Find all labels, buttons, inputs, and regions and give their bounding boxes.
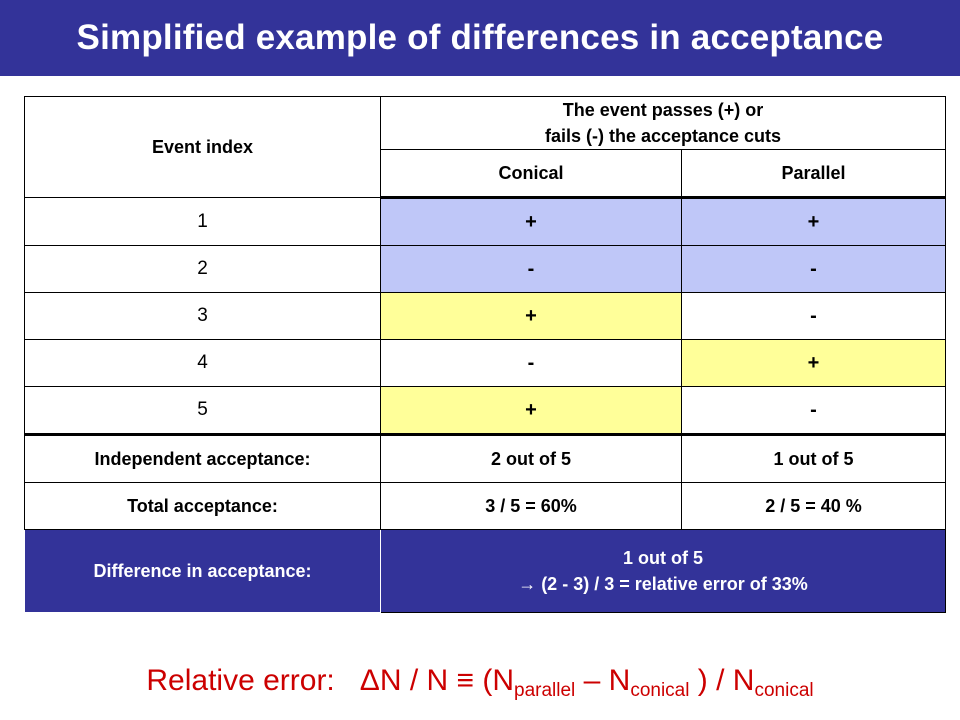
independent-parallel-value: 1 out of 5 — [680, 434, 947, 483]
table-row: 3 + - — [24, 292, 947, 340]
difference-line2: → (2 - 3) / 3 = relative error of 33% — [518, 574, 808, 594]
conical-cell: + — [380, 197, 682, 246]
independent-acceptance-row: Independent acceptance: 2 out of 5 1 out… — [24, 434, 947, 483]
event-index-cell: 5 — [24, 386, 381, 436]
conical-cell: - — [380, 245, 682, 293]
conical-cell: - — [380, 339, 682, 387]
formula-mid2: ) / N — [689, 664, 755, 697]
difference-row: Difference in acceptance: 1 out of 5 → (… — [24, 529, 947, 613]
independent-acceptance-label: Independent acceptance: — [24, 434, 381, 483]
acceptance-table: Event index The event passes (+) or fail… — [24, 96, 947, 613]
formula-sub-conical-1: conical — [630, 680, 690, 701]
page-title: Simplified example of differences in acc… — [76, 18, 884, 57]
table-row: 2 - - — [24, 245, 947, 293]
parallel-cell: - — [680, 386, 947, 436]
header-row-1: Event index The event passes (+) or fail… — [24, 96, 947, 198]
header-row-2: Conical Parallel — [25, 149, 947, 199]
event-index-cell: 2 — [24, 245, 381, 293]
title-bar: Simplified example of differences in acc… — [0, 0, 960, 76]
header-group-line2: fails (-) the acceptance cuts — [544, 126, 782, 146]
table-row: 1 + + — [24, 197, 947, 246]
formula-sub-parallel: parallel — [514, 680, 576, 701]
table-row: 4 - + — [24, 339, 947, 387]
event-index-cell: 3 — [24, 292, 381, 340]
difference-label: Difference in acceptance: — [24, 529, 381, 613]
total-conical-value: 3 / 5 = 60% — [380, 482, 682, 530]
formula-sub-conical-2: conical — [754, 680, 814, 701]
event-index-cell: 1 — [24, 197, 381, 246]
header-conical: Conical — [380, 149, 682, 199]
formula-expr-start: ΔN / N ≡ (N — [359, 664, 515, 697]
header-parallel: Parallel — [680, 149, 947, 199]
table-row: 5 + - — [24, 386, 947, 436]
independent-conical-value: 2 out of 5 — [380, 434, 682, 483]
formula-prefix: Relative error: — [146, 664, 335, 697]
header-event-index: Event index — [24, 96, 381, 198]
conical-cell: + — [380, 386, 682, 436]
parallel-cell: + — [680, 339, 947, 387]
header-acceptance-group: The event passes (+) or fails (-) the ac… — [379, 96, 947, 150]
parallel-cell: + — [680, 197, 947, 246]
parallel-cell: - — [680, 245, 947, 293]
event-index-cell: 4 — [24, 339, 381, 387]
formula-mid: – N — [575, 664, 631, 697]
total-acceptance-label: Total acceptance: — [24, 482, 381, 530]
total-parallel-value: 2 / 5 = 40 % — [680, 482, 947, 530]
conical-cell: + — [380, 292, 682, 340]
difference-line1: 1 out of 5 — [623, 548, 703, 568]
header-group-line1: The event passes (+) or — [562, 100, 764, 120]
parallel-cell: - — [680, 292, 947, 340]
relative-error-formula: Relative error: ΔN / N ≡ (Nparallel – Nc… — [0, 664, 960, 702]
total-acceptance-row: Total acceptance: 3 / 5 = 60% 2 / 5 = 40… — [24, 482, 947, 530]
difference-value: 1 out of 5 → (2 - 3) / 3 = relative erro… — [379, 529, 947, 613]
